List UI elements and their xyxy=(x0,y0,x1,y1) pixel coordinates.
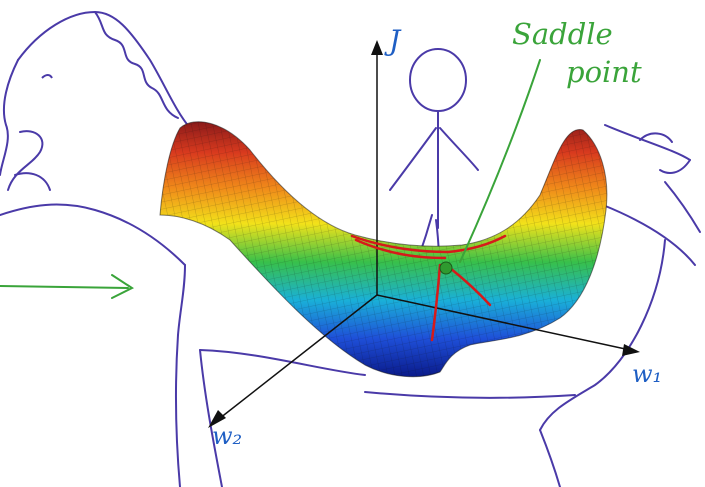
horse-hind-leg xyxy=(539,239,666,431)
saddle-point-dot xyxy=(439,261,453,275)
rider-head xyxy=(409,48,467,112)
horse-mane xyxy=(94,11,179,119)
horse-back-left xyxy=(199,349,366,376)
saddle-point-annotation: Saddle point xyxy=(0,17,642,299)
horse-eye xyxy=(41,74,53,79)
horse-ear xyxy=(639,132,673,143)
rider-arm-right xyxy=(439,127,479,171)
j-axis-label: J xyxy=(384,24,402,57)
horse-rump xyxy=(602,204,696,266)
horse-chest xyxy=(177,264,186,336)
input-arrow-line xyxy=(0,285,129,289)
annotation-pointer-line xyxy=(459,59,541,263)
point-label: point xyxy=(566,55,642,89)
w2-axis-arrow xyxy=(208,410,226,428)
w2-axis-line xyxy=(214,294,378,423)
horse-hind-back xyxy=(604,124,691,161)
input-arrow-head xyxy=(111,274,135,299)
saddle-label: Saddle xyxy=(512,17,613,51)
horse-front-leg-2 xyxy=(199,349,223,487)
w1-axis-label: w₁ xyxy=(632,360,662,388)
horse-nostril xyxy=(7,130,44,191)
w1-axis-line xyxy=(376,294,631,351)
rider-arm-left xyxy=(389,127,437,191)
horse-head xyxy=(17,11,191,129)
horse-belly xyxy=(364,391,576,399)
horse-tail xyxy=(659,159,701,233)
w2-axis-label: w₂ xyxy=(212,422,242,450)
horse-jaw xyxy=(0,203,186,266)
horse-front-leg xyxy=(174,334,181,487)
w1-axis-arrow xyxy=(622,344,640,356)
coordinate-axes xyxy=(208,40,640,428)
horse-mouth xyxy=(14,172,51,191)
j-axis-arrow xyxy=(371,40,383,55)
horse-outline xyxy=(0,11,701,487)
horse-face-front xyxy=(0,59,19,176)
axis-labels: J w₁ w₂ xyxy=(212,24,662,450)
saddle-marker xyxy=(350,234,507,342)
horse-hind-leg-2 xyxy=(539,429,561,487)
